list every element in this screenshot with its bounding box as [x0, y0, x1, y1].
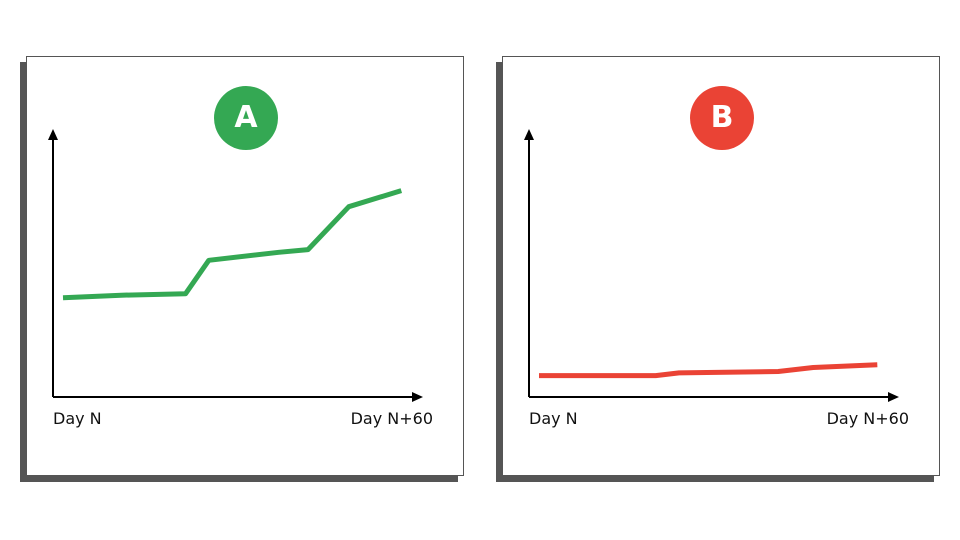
x-axis-label-end: Day N+60	[350, 409, 433, 428]
series-line-0	[539, 362, 878, 379]
x-axis-arrow-icon	[888, 392, 899, 402]
x-axis-label-start: Day N	[53, 409, 102, 428]
badge-a: A	[214, 86, 278, 150]
badge-b: B	[690, 86, 754, 150]
chart-panel-b: B Day N Day N+60	[502, 56, 940, 476]
x-axis-label-start: Day N	[529, 409, 578, 428]
plot-a	[48, 129, 423, 402]
y-axis-arrow-icon	[48, 129, 58, 140]
y-axis-arrow-icon	[524, 129, 534, 140]
series-line-0	[62, 188, 403, 301]
plot-b	[524, 129, 899, 402]
x-axis-label-end: Day N+60	[826, 409, 909, 428]
chart-panel-a: A Day N Day N+60	[26, 56, 464, 476]
x-axis-arrow-icon	[412, 392, 423, 402]
